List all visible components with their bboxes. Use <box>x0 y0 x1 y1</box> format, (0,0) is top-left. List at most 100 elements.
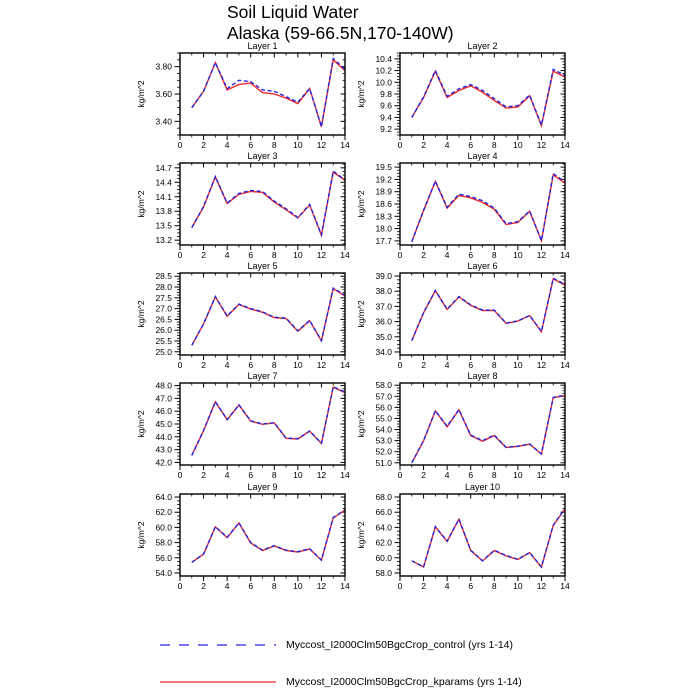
svg-text:10.0: 10.0 <box>375 77 392 87</box>
svg-text:4: 4 <box>225 250 230 260</box>
subplot-layer-1: Layer 1 kg/m^2 0 2 4 6 8 10 12 14 3.40 3.60 3.80 <box>130 40 350 152</box>
svg-text:9.2: 9.2 <box>380 124 392 134</box>
svg-text:44.0: 44.0 <box>155 432 172 442</box>
subplot-layer-3: Layer 3 kg/m^2 0 2 4 6 8 10 12 14 13.2 13.5 13.8 14.1… <box>130 150 350 262</box>
svg-text:45.0: 45.0 <box>155 419 172 429</box>
svg-text:8: 8 <box>272 470 277 480</box>
svg-text:26.5: 26.5 <box>155 314 172 324</box>
svg-text:9.8: 9.8 <box>380 89 392 99</box>
svg-text:27.5: 27.5 <box>155 293 172 303</box>
svg-text:2: 2 <box>201 250 206 260</box>
svg-text:10: 10 <box>293 470 303 480</box>
svg-text:12: 12 <box>537 250 547 260</box>
svg-text:0: 0 <box>178 360 183 370</box>
y-axis-unit-label: kg/m^2 <box>356 300 366 327</box>
svg-text:14: 14 <box>340 140 350 150</box>
svg-text:10: 10 <box>513 581 523 591</box>
control-line <box>411 172 566 244</box>
subplot-title: Layer 10 <box>465 482 500 492</box>
y-axis-unit-label: kg/m^2 <box>356 190 366 217</box>
svg-text:13.8: 13.8 <box>155 206 172 216</box>
svg-text:0: 0 <box>398 360 403 370</box>
svg-text:55.0: 55.0 <box>375 413 392 423</box>
svg-text:17.7: 17.7 <box>375 236 392 246</box>
svg-text:6: 6 <box>468 360 473 370</box>
svg-text:18.6: 18.6 <box>375 199 392 209</box>
svg-text:14: 14 <box>340 470 350 480</box>
svg-text:4: 4 <box>445 470 450 480</box>
svg-text:64.0: 64.0 <box>375 522 392 532</box>
svg-text:2: 2 <box>421 140 426 150</box>
kparams-line <box>191 287 346 346</box>
svg-text:9.4: 9.4 <box>380 112 392 122</box>
svg-text:2: 2 <box>421 360 426 370</box>
figure-title: Soil Liquid Water Alaska (59-66.5N,170-14… <box>227 2 454 44</box>
svg-text:10: 10 <box>293 581 303 591</box>
kparams-line <box>191 386 346 456</box>
legend-item-kparams: Myccost_I2000Clm50BgcCrop_kparams (yrs 1… <box>158 674 578 690</box>
svg-text:25.5: 25.5 <box>155 336 172 346</box>
svg-text:10.2: 10.2 <box>375 66 392 76</box>
kparams-line <box>411 508 566 569</box>
svg-text:2: 2 <box>201 360 206 370</box>
legend-label-kparams: Myccost_I2000Clm50BgcCrop_kparams (yrs 1… <box>286 676 522 688</box>
svg-text:14: 14 <box>340 581 350 591</box>
svg-text:62.0: 62.0 <box>375 538 392 548</box>
svg-text:9.6: 9.6 <box>380 101 392 111</box>
y-axis-unit-label: kg/m^2 <box>356 80 366 107</box>
svg-text:3.60: 3.60 <box>155 89 172 99</box>
subplot-title: Layer 6 <box>467 261 497 271</box>
svg-text:4: 4 <box>445 360 450 370</box>
svg-text:60.0: 60.0 <box>155 522 172 532</box>
subplot-layer-6: Layer 6 kg/m^2 0 2 4 6 8 10 12 14 34.0 35.0 36.0 37.0… <box>350 260 570 372</box>
subplot-layer-10: Layer 10 kg/m^2 0 2 4 6 8 10 12 14 58.0 60.0 62.0 64.… <box>350 481 570 593</box>
svg-text:4: 4 <box>225 140 230 150</box>
y-axis-unit-label: kg/m^2 <box>136 190 146 217</box>
svg-text:60.0: 60.0 <box>375 553 392 563</box>
svg-text:56.0: 56.0 <box>375 402 392 412</box>
svg-text:14: 14 <box>560 140 570 150</box>
svg-text:0: 0 <box>178 470 183 480</box>
svg-text:66.0: 66.0 <box>375 507 392 517</box>
subplot-title: Layer 9 <box>247 482 277 492</box>
svg-text:58.0: 58.0 <box>155 538 172 548</box>
svg-text:10: 10 <box>293 140 303 150</box>
svg-text:36.0: 36.0 <box>375 317 392 327</box>
svg-text:14.1: 14.1 <box>155 192 172 202</box>
svg-text:2: 2 <box>201 140 206 150</box>
svg-text:0: 0 <box>178 581 183 591</box>
svg-text:57.0: 57.0 <box>375 391 392 401</box>
subplot-layer-9: Layer 9 kg/m^2 0 2 4 6 8 10 12 14 54.0 56.0 58.0 60.0… <box>130 481 350 593</box>
svg-text:8: 8 <box>492 470 497 480</box>
subplot-layer-8: Layer 8 kg/m^2 0 2 4 6 8 10 12 14 51.0 52.0 53.0 54.0… <box>350 370 570 482</box>
svg-text:12: 12 <box>537 140 547 150</box>
subplot-title: Layer 3 <box>247 151 277 161</box>
svg-text:12: 12 <box>317 360 327 370</box>
legend-solid-line-sample <box>160 681 276 683</box>
svg-text:64.0: 64.0 <box>155 492 172 502</box>
svg-text:10: 10 <box>513 470 523 480</box>
svg-text:10.4: 10.4 <box>375 54 392 64</box>
svg-text:10: 10 <box>293 360 303 370</box>
svg-text:14.7: 14.7 <box>155 163 172 173</box>
svg-text:0: 0 <box>398 140 403 150</box>
svg-text:27.0: 27.0 <box>155 304 172 314</box>
svg-text:4: 4 <box>225 360 230 370</box>
svg-text:14: 14 <box>560 360 570 370</box>
svg-text:28.0: 28.0 <box>155 282 172 292</box>
svg-text:0: 0 <box>398 250 403 260</box>
legend: Myccost_I2000Clm50BgcCrop_control (yrs 1… <box>158 637 578 700</box>
svg-text:2: 2 <box>421 250 426 260</box>
svg-text:56.0: 56.0 <box>155 553 172 563</box>
svg-text:58.0: 58.0 <box>375 380 392 390</box>
control-line <box>191 385 346 456</box>
svg-text:68.0: 68.0 <box>375 492 392 502</box>
svg-text:3.40: 3.40 <box>155 116 172 126</box>
svg-text:6: 6 <box>248 140 253 150</box>
svg-text:12: 12 <box>317 581 327 591</box>
y-axis-unit-label: kg/m^2 <box>136 410 146 437</box>
control-line <box>411 394 566 464</box>
kparams-line <box>411 69 566 129</box>
subplot-layer-5: Layer 5 kg/m^2 0 2 4 6 8 10 12 14 25.0 25.5 26.0 26.5… <box>130 260 350 372</box>
